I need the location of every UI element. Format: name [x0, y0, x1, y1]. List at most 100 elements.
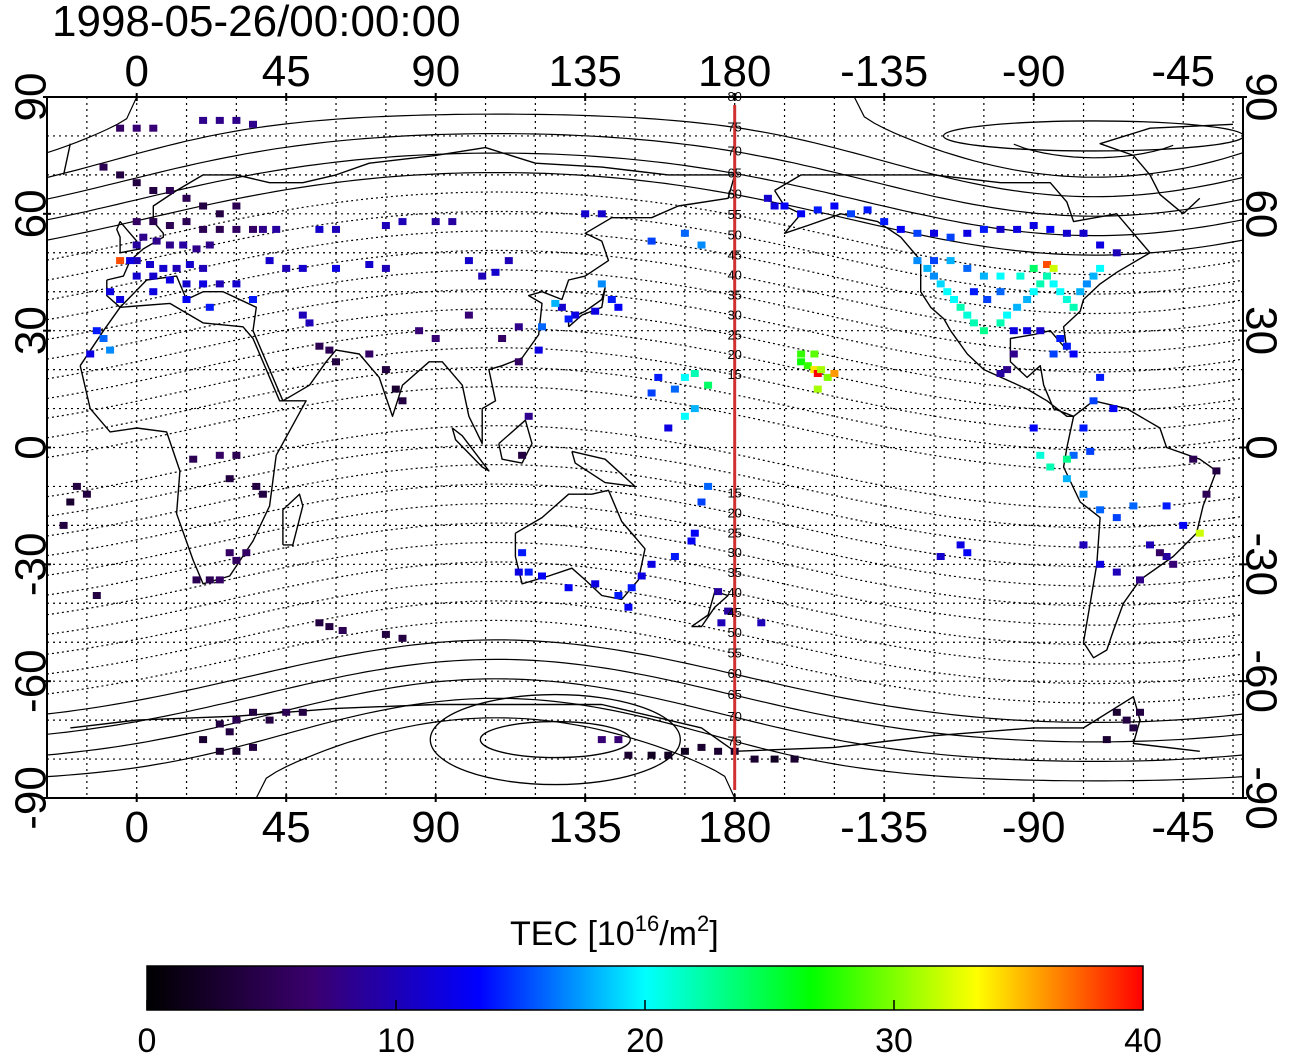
tec-point — [1169, 560, 1178, 568]
left-latitude-tick-label: -30 — [7, 533, 56, 597]
tec-point — [1089, 272, 1098, 280]
tec-point — [943, 288, 952, 296]
tec-point — [132, 257, 141, 265]
tec-point — [551, 299, 560, 307]
tec-point — [930, 257, 938, 265]
tec-point — [182, 218, 191, 226]
bottom-longitude-tick-label: -135 — [840, 803, 928, 852]
coastline — [1062, 400, 1218, 659]
tec-point — [1013, 303, 1022, 311]
magnetic-latitude-line — [47, 444, 1243, 529]
tec-point — [1102, 736, 1111, 744]
magnetic-latitude-label: 55 — [727, 207, 741, 222]
tec-point — [996, 288, 1005, 296]
tec-point — [116, 257, 125, 265]
colorbar-title: TEC [1016/m2] — [510, 911, 719, 953]
tec-point — [780, 202, 789, 210]
tec-point — [979, 272, 988, 280]
tec-point — [59, 521, 68, 529]
tec-point — [215, 210, 224, 218]
tec-point — [680, 229, 689, 237]
magnetic-latitude-label: 15 — [727, 486, 741, 501]
top-longitude-tick-label: -45 — [1151, 47, 1215, 96]
top-longitude-tick-label: 135 — [548, 47, 621, 96]
right-latitude-tick-label: 60 — [1236, 189, 1285, 238]
magnetic-latitude-label: 65 — [727, 165, 741, 180]
tec-point — [152, 237, 161, 245]
tec-point — [624, 603, 633, 611]
bottom-longitude-tick-label: 0 — [124, 803, 148, 852]
magnetic-latitude-label: 50 — [727, 625, 741, 640]
tec-point — [963, 549, 972, 557]
bottom-longitude-tick-label: 135 — [548, 803, 621, 852]
tec-point — [979, 327, 988, 335]
tec-point — [1069, 451, 1078, 459]
tec-point — [956, 303, 965, 311]
tec-point — [199, 736, 208, 744]
tec-point — [581, 210, 590, 218]
tec-point — [172, 264, 181, 272]
tec-point — [880, 218, 889, 226]
tec-point — [564, 315, 573, 323]
tec-point — [979, 225, 988, 233]
tec-measurements — [59, 116, 1221, 763]
tec-point — [936, 553, 945, 560]
bottom-longitude-labels: 0 45 90 135 180 -135 -90 -45 — [124, 803, 1215, 852]
tec-point — [564, 584, 573, 592]
magnetic-latitude-label: 25 — [727, 327, 741, 342]
magnetic-latitude-line — [47, 366, 1243, 451]
right-latitude-tick-label: 0 — [1236, 435, 1285, 459]
tec-point — [750, 755, 759, 763]
tec-point — [491, 268, 500, 276]
magnetic-latitude-line — [47, 580, 1243, 665]
tec-point — [1056, 335, 1065, 342]
tec-point — [1129, 724, 1138, 732]
top-longitude-tick-label: 90 — [411, 47, 460, 96]
tec-point — [116, 296, 125, 303]
tec-point — [680, 747, 689, 755]
colorbar-ticks: 0 10 20 30 40 — [138, 1000, 1162, 1057]
magnetic-latitude-line — [47, 133, 1243, 217]
magnetic-pole-contour — [479, 720, 631, 759]
tec-point — [1076, 288, 1085, 296]
tec-point — [627, 584, 636, 592]
tec-point — [647, 560, 656, 568]
magnetic-latitude-label: 40 — [727, 585, 741, 600]
tec-point — [215, 225, 224, 233]
left-latitude-tick-label: -90 — [7, 766, 56, 830]
tec-point — [398, 397, 407, 405]
tec-point — [697, 498, 706, 506]
magnetic-latitude-label: 45 — [727, 605, 741, 620]
tec-point — [1162, 502, 1171, 510]
tec-point — [179, 241, 188, 249]
top-longitude-tick-label: -135 — [840, 47, 928, 96]
tec-point — [92, 592, 101, 599]
tec-point — [1049, 264, 1058, 272]
tec-point — [963, 264, 972, 272]
tec-point — [149, 218, 158, 226]
map-frame — [46, 96, 1244, 799]
tec-point — [182, 194, 191, 202]
tec-point — [215, 280, 224, 288]
tec-point — [232, 225, 241, 233]
tec-point — [664, 424, 673, 432]
tec-point — [504, 257, 513, 265]
bottom-longitude-tick-label: 180 — [698, 803, 771, 852]
left-latitude-tick-label: 0 — [7, 435, 56, 459]
magnetic-latitude-line — [47, 230, 1243, 315]
tec-point — [817, 366, 826, 374]
magnetic-latitude-label: 15 — [727, 367, 741, 382]
tec-point — [813, 206, 822, 214]
tec-point — [518, 451, 527, 459]
colorbar-tick-label: 20 — [626, 1022, 664, 1057]
colorbar-tick-label: 0 — [138, 1022, 157, 1057]
tec-point — [936, 280, 945, 288]
tec-point — [99, 163, 108, 171]
tec-point — [82, 490, 91, 498]
tec-point — [192, 245, 201, 253]
magnetic-latitude-label: 65 — [727, 687, 741, 702]
tec-point — [258, 490, 267, 498]
tec-point — [797, 350, 806, 358]
tec-point — [132, 124, 141, 132]
